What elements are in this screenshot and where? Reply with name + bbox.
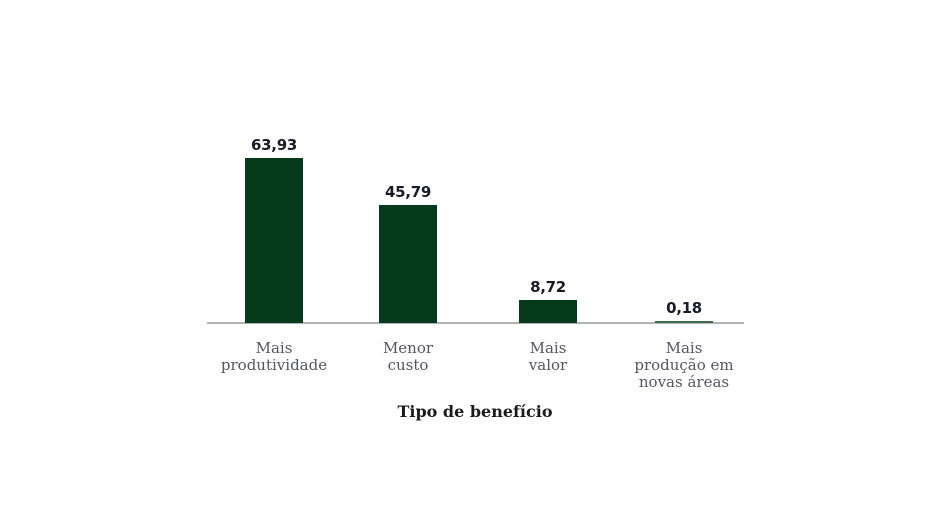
category-label-line: Menor <box>382 339 434 357</box>
category-label-line: produção em <box>634 356 734 374</box>
category-label-line: Mais <box>529 339 567 357</box>
value-label: 45,79 <box>385 183 431 201</box>
x-axis-line <box>207 322 744 324</box>
bar-mais-producao-novas-areas <box>655 321 713 323</box>
category-label-line: produtividade <box>220 356 328 374</box>
value-label: 8,72 <box>530 278 566 296</box>
category-label: Mais produção em novas áreas <box>604 340 764 391</box>
category-label-line: novas áreas <box>638 373 730 391</box>
category-label: Menor custo <box>328 340 488 374</box>
category-label-line: Mais <box>255 339 293 357</box>
category-label: Mais produtividade <box>194 340 354 374</box>
value-label: 0,18 <box>666 299 702 317</box>
bar-menor-custo <box>379 205 437 323</box>
category-label-line: valor <box>528 356 568 374</box>
bar-mais-valor <box>519 300 577 323</box>
value-label: 63,93 <box>251 136 297 154</box>
category-label-line: Mais <box>665 339 703 357</box>
category-label: Mais valor <box>468 340 628 374</box>
x-axis-title: Tipo de benefício <box>397 402 553 421</box>
bar-mais-produtividade <box>245 158 303 323</box>
category-label-line: custo <box>387 356 429 374</box>
